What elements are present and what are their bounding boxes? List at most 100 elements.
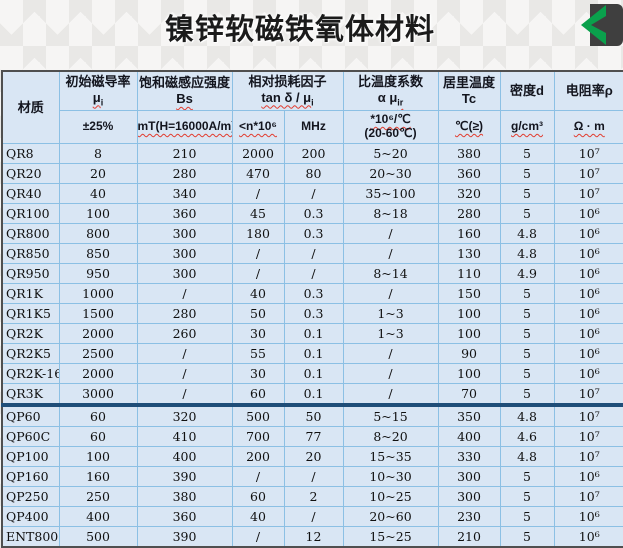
cell-tc: 380 — [437, 143, 501, 164]
cell-mu: 100 — [58, 446, 138, 467]
cell-loss_n: / — [231, 466, 285, 487]
cell-mu: 2000 — [58, 323, 138, 344]
cell-loss_mhz: / — [283, 263, 344, 284]
cell-rho: 10⁶ — [553, 263, 623, 284]
cell-loss_mhz: 0.3 — [283, 223, 344, 244]
cell-mu: 2500 — [58, 343, 138, 364]
cell-mu: 1500 — [58, 303, 138, 324]
cell-name: QR20 — [1, 163, 60, 184]
cell-bs: 300 — [136, 223, 233, 244]
cell-loss_mhz: 2 — [283, 486, 344, 507]
cell-loss_n: 2000 — [231, 143, 285, 164]
cell-loss_mhz: 0.3 — [283, 283, 344, 304]
cell-mu: 2000 — [58, 363, 138, 384]
back-chevron-icon[interactable] — [573, 3, 623, 47]
cell-rho: 10⁶ — [553, 323, 623, 344]
header-temp-coefficient: 比温度系数 α μir — [342, 70, 439, 111]
table-row: QR8 8 210 2000 200 5~20 380 5 10⁷ — [1, 143, 623, 164]
cell-name: QP60 — [1, 403, 60, 427]
cell-alpha: 8~18 — [342, 203, 439, 224]
cell-density: 4.8 — [499, 223, 555, 244]
cell-alpha: / — [342, 363, 439, 384]
unit-curie: ℃(≥) — [437, 110, 501, 144]
cell-density: 5 — [499, 283, 555, 304]
cell-loss_n: 40 — [231, 506, 285, 527]
cell-density: 5 — [499, 506, 555, 527]
table-row: QR3K 3000/60 0.1/70 5 10⁷ — [1, 383, 623, 406]
cell-alpha: 8~14 — [342, 263, 439, 284]
cell-rho: 10⁶ — [553, 363, 623, 384]
cell-loss_n: 180 — [231, 223, 285, 244]
cell-mu: 850 — [58, 243, 138, 264]
cell-loss_mhz: 0.1 — [283, 363, 344, 384]
unit-temp-coefficient: *10⁶/℃ (20-60℃) — [342, 110, 439, 144]
cell-density: 4.9 — [499, 263, 555, 284]
cell-loss_n: 700 — [231, 426, 285, 447]
cell-rho: 10⁶ — [553, 223, 623, 244]
cell-tc: 100 — [437, 323, 501, 344]
cell-loss_n: 50 — [231, 303, 285, 324]
cell-alpha: 5~15 — [342, 403, 439, 427]
cell-rho: 10⁶ — [553, 303, 623, 324]
cell-loss_n: 60 — [231, 383, 285, 406]
cell-density: 5 — [499, 303, 555, 324]
header-curie-temp: 居里温度 Tc — [437, 70, 501, 111]
cell-rho: 10⁶ — [553, 526, 623, 548]
cell-density: 5 — [499, 163, 555, 184]
cell-density: 5 — [499, 466, 555, 487]
table-row: QP400 400 360 40/20~60 230 5 10⁶ — [1, 506, 623, 527]
table-body: QR8 8 210 2000 200 5~20 380 5 10⁷ QR20 20 280 470 80 2… — [1, 143, 623, 548]
cell-mu: 1000 — [58, 283, 138, 304]
cell-tc: 350 — [437, 403, 501, 427]
header-material: 材质 — [1, 70, 60, 144]
cell-loss_n: 60 — [231, 486, 285, 507]
cell-bs: 300 — [136, 243, 233, 264]
cell-name: QR40 — [1, 183, 60, 204]
cell-density: 5 — [499, 363, 555, 384]
cell-name: QP400 — [1, 506, 60, 527]
cell-density: 4.6 — [499, 426, 555, 447]
cell-name: QR850 — [1, 243, 60, 264]
cell-density: 4.8 — [499, 403, 555, 427]
cell-bs: 380 — [136, 486, 233, 507]
cell-loss_n: / — [231, 263, 285, 284]
cell-rho: 10⁷ — [553, 426, 623, 447]
cell-loss_mhz: / — [283, 243, 344, 264]
cell-mu: 100 — [58, 203, 138, 224]
cell-density: 5 — [499, 526, 555, 548]
cell-bs: 410 — [136, 426, 233, 447]
table-row: QR100 100 360 45 0.3 8~18 280 5 10⁶ — [1, 203, 623, 224]
unit-resistivity: Ω · m — [553, 110, 623, 144]
unit-loss-mhz: MHz — [283, 110, 344, 144]
cell-mu: 800 — [58, 223, 138, 244]
unit-permeability: ±25% — [58, 110, 138, 144]
cell-alpha: 35~100 — [342, 183, 439, 204]
cell-bs: 360 — [136, 506, 233, 527]
cell-tc: 320 — [437, 183, 501, 204]
cell-name: ENT800 — [1, 526, 60, 548]
page-title: 镍锌软磁铁氧体材料 — [164, 14, 435, 46]
cell-loss_mhz: / — [283, 183, 344, 204]
cell-density: 4.8 — [499, 446, 555, 467]
cell-mu: 60 — [58, 426, 138, 447]
back-chevron-svg — [581, 4, 623, 46]
table-row: QP250 250 380 60 2 10~25 300 5 10⁷ — [1, 486, 623, 507]
cell-rho: 10⁷ — [553, 403, 623, 427]
table-row: QP60C 60 410 700 77 8~20 400 4.6 10⁷ — [1, 426, 623, 447]
cell-name: QR2K — [1, 323, 60, 344]
cell-rho: 10⁷ — [553, 446, 623, 467]
cell-loss_n: 40 — [231, 283, 285, 304]
cell-loss_n: 55 — [231, 343, 285, 364]
cell-bs: 360 — [136, 203, 233, 224]
cell-bs: / — [136, 363, 233, 384]
cell-rho: 10⁶ — [553, 243, 623, 264]
cell-loss_n: 45 — [231, 203, 285, 224]
unit-flux: mT(H=16000A/m) — [136, 110, 233, 144]
cell-alpha: / — [342, 383, 439, 406]
header-loss-factor: 相对损耗因子 tan δ / μi — [231, 70, 344, 111]
cell-alpha: / — [342, 223, 439, 244]
cell-mu: 950 — [58, 263, 138, 284]
loss-symbol: tan δ / μi — [261, 89, 314, 108]
cell-tc: 400 — [437, 426, 501, 447]
